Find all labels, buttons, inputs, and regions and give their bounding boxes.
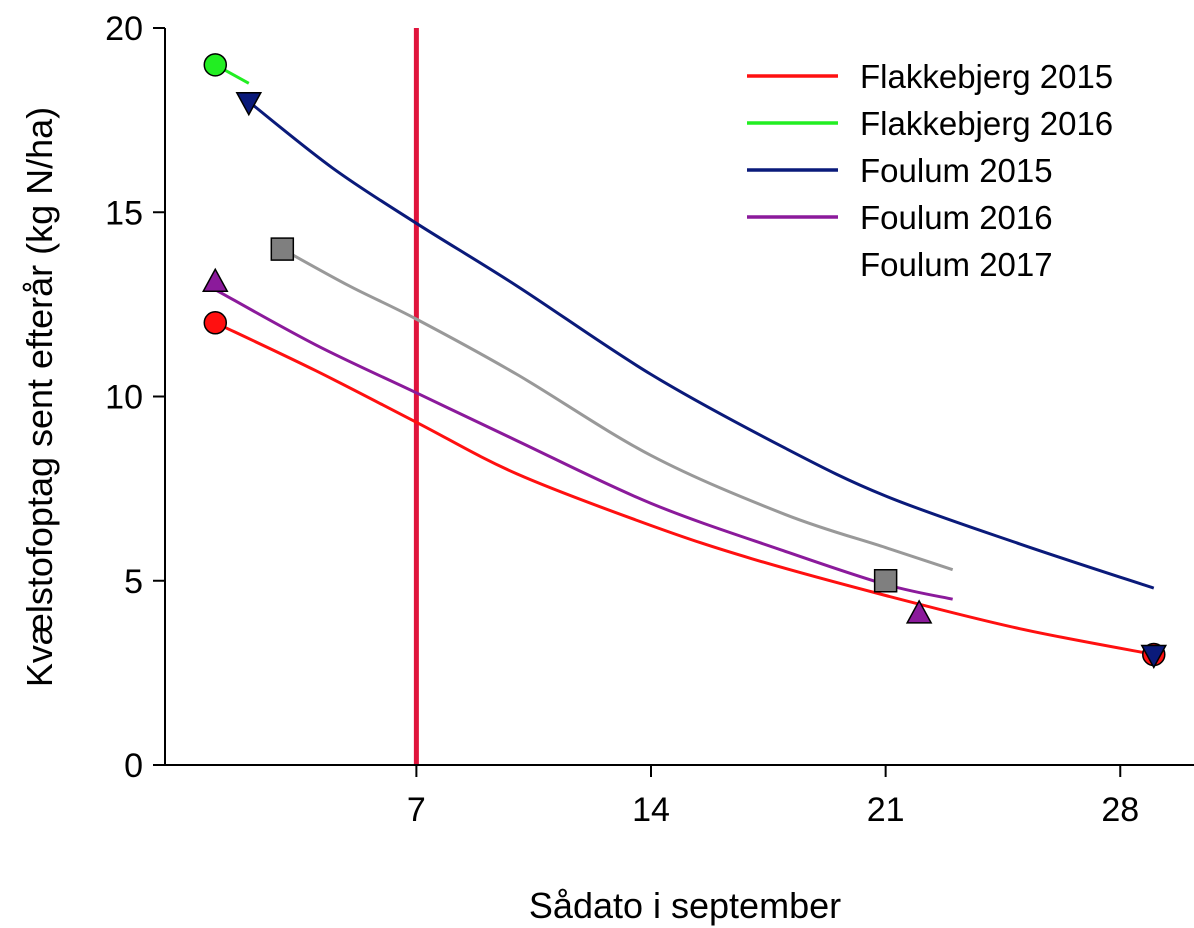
x-tick-label: 14 (632, 791, 670, 829)
axes: 7 14 21 28 0 5 10 15 20 (105, 10, 1194, 829)
legend-label: Foulum 2017 (860, 246, 1053, 283)
circle-marker (203, 311, 228, 335)
triangle-down-marker (1140, 644, 1168, 670)
x-tick-label: 28 (1101, 791, 1139, 829)
x-axis-title: Sådato i september (529, 885, 841, 926)
x-tick-label: 21 (867, 791, 905, 829)
fit-curve-line (214, 321, 1155, 656)
legend-label: Foulum 2016 (860, 199, 1053, 236)
fit-curve-line (214, 288, 953, 601)
y-tick-label: 10 (105, 379, 143, 417)
x-tick-label: 7 (407, 791, 426, 829)
legend-label: Flakkebjerg 2015 (860, 58, 1113, 95)
circle-marker (203, 53, 228, 77)
triangle-down-marker (235, 91, 263, 117)
plot-area (202, 28, 1168, 765)
y-axis-title: Kvælstofoptag sent efterår (kg N/ha) (19, 107, 60, 687)
legend: Flakkebjerg 2015 Flakkebjerg 2016 Foulum 2… (747, 58, 1113, 283)
fit-curves (214, 63, 1155, 656)
square-marker (270, 237, 295, 261)
y-tick-label: 15 (105, 194, 143, 232)
legend-label: Flakkebjerg 2016 (860, 105, 1113, 142)
y-axis-ticks: 0 5 10 15 20 (105, 10, 165, 785)
fit-curve-line (281, 247, 954, 572)
legend-label: Foulum 2015 (860, 152, 1053, 189)
y-tick-label: 0 (124, 747, 143, 785)
x-axis-ticks: 7 14 21 28 (407, 765, 1139, 829)
triangle-up-marker (905, 599, 933, 624)
fit-curve-line (247, 100, 1155, 590)
square-marker (873, 569, 898, 593)
data-markers (202, 53, 1168, 670)
y-tick-label: 20 (105, 10, 143, 48)
y-tick-label: 5 (124, 563, 143, 601)
triangle-up-marker (202, 267, 229, 293)
